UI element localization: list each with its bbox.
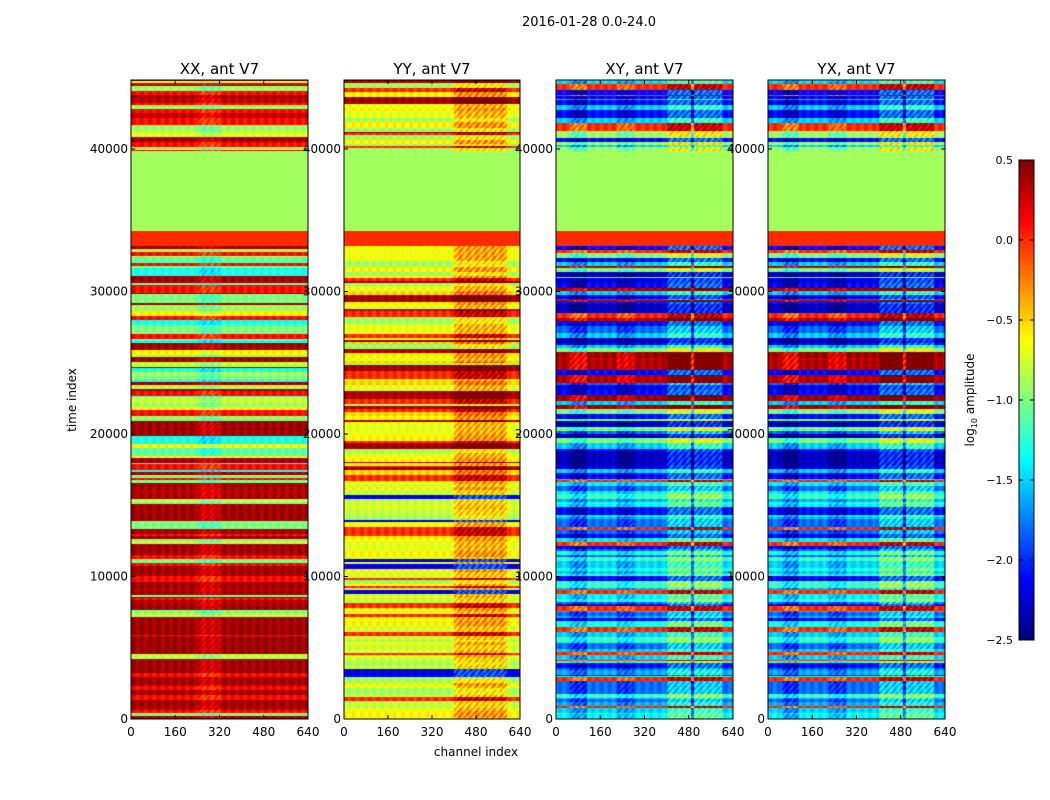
axes-frame-1 bbox=[343, 79, 521, 720]
heatmap-xy bbox=[556, 80, 733, 719]
y-tick-label: 0 bbox=[333, 712, 341, 726]
x-tick-label: 480 bbox=[889, 725, 912, 739]
panel-title-1: YY, ant V7 bbox=[392, 60, 470, 78]
suptitle: 2016-01-28 0.0-24.0 bbox=[522, 15, 656, 30]
x-tick-label: 0 bbox=[552, 725, 560, 739]
y-tick-label: 40000 bbox=[90, 142, 128, 156]
y-tick-label: 30000 bbox=[515, 284, 553, 298]
colorbar-label: log10 amplitude bbox=[963, 354, 979, 447]
x-tick-label: 160 bbox=[801, 725, 824, 739]
axes-frame-2 bbox=[555, 79, 734, 720]
x-tick-label: 0 bbox=[340, 725, 348, 739]
x-tick-label: 160 bbox=[377, 725, 400, 739]
x-tick-label: 320 bbox=[633, 725, 656, 739]
x-tick-label: 320 bbox=[208, 725, 231, 739]
x-tick-label: 480 bbox=[677, 725, 700, 739]
colorbar-gradient bbox=[1019, 160, 1034, 640]
x-tick-label: 480 bbox=[252, 725, 275, 739]
panel-title-2: XY, ant V7 bbox=[605, 60, 683, 78]
axes-frame-0 bbox=[130, 79, 309, 720]
panel-title-3: YX, ant V7 bbox=[816, 60, 895, 78]
colorbar-tick-label: −2.0 bbox=[986, 554, 1013, 567]
x-tick-label: 640 bbox=[509, 725, 532, 739]
y-tick-label: 20000 bbox=[90, 427, 128, 441]
y-tick-label: 0 bbox=[545, 712, 553, 726]
y-tick-label: 10000 bbox=[727, 569, 765, 583]
y-tick-label: 30000 bbox=[727, 284, 765, 298]
y-tick-label: 30000 bbox=[90, 284, 128, 298]
x-tick-label: 640 bbox=[722, 725, 745, 739]
x-axis-label: channel index bbox=[434, 745, 518, 759]
y-tick-label: 0 bbox=[120, 712, 128, 726]
colorbar-tick-label: −2.5 bbox=[986, 634, 1013, 647]
y-tick-label: 40000 bbox=[727, 142, 765, 156]
colorbar-tick-label: −0.5 bbox=[986, 314, 1013, 327]
heatmap-yy bbox=[344, 80, 520, 719]
x-tick-label: 640 bbox=[934, 725, 957, 739]
x-tick-label: 640 bbox=[297, 725, 320, 739]
y-tick-label: 10000 bbox=[90, 569, 128, 583]
heatmap-xx bbox=[131, 80, 308, 719]
y-tick-label: 30000 bbox=[303, 284, 341, 298]
axes-frame-3 bbox=[767, 79, 946, 720]
x-tick-label: 160 bbox=[589, 725, 612, 739]
x-tick-label: 480 bbox=[465, 725, 488, 739]
y-tick-label: 0 bbox=[757, 712, 765, 726]
colorbar-tick-label: −1.5 bbox=[986, 474, 1013, 487]
heatmap-yx bbox=[768, 80, 945, 719]
panel-title-0: XX, ant V7 bbox=[180, 60, 259, 78]
x-tick-label: 160 bbox=[164, 725, 187, 739]
x-tick-label: 0 bbox=[127, 725, 135, 739]
y-tick-label: 10000 bbox=[515, 569, 553, 583]
y-tick-label: 20000 bbox=[727, 427, 765, 441]
x-tick-label: 320 bbox=[421, 725, 444, 739]
x-tick-label: 0 bbox=[764, 725, 772, 739]
y-tick-label: 10000 bbox=[303, 569, 341, 583]
y-tick-label: 20000 bbox=[515, 427, 553, 441]
y-axis-label: time index bbox=[65, 368, 79, 432]
y-tick-label: 20000 bbox=[303, 427, 341, 441]
colorbar-tick-label: 0.5 bbox=[996, 154, 1014, 167]
colorbar-tick-label: 0.0 bbox=[996, 234, 1014, 247]
y-tick-label: 40000 bbox=[515, 142, 553, 156]
y-tick-label: 40000 bbox=[303, 142, 341, 156]
x-tick-label: 320 bbox=[845, 725, 868, 739]
colorbar-tick-label: −1.0 bbox=[986, 394, 1013, 407]
